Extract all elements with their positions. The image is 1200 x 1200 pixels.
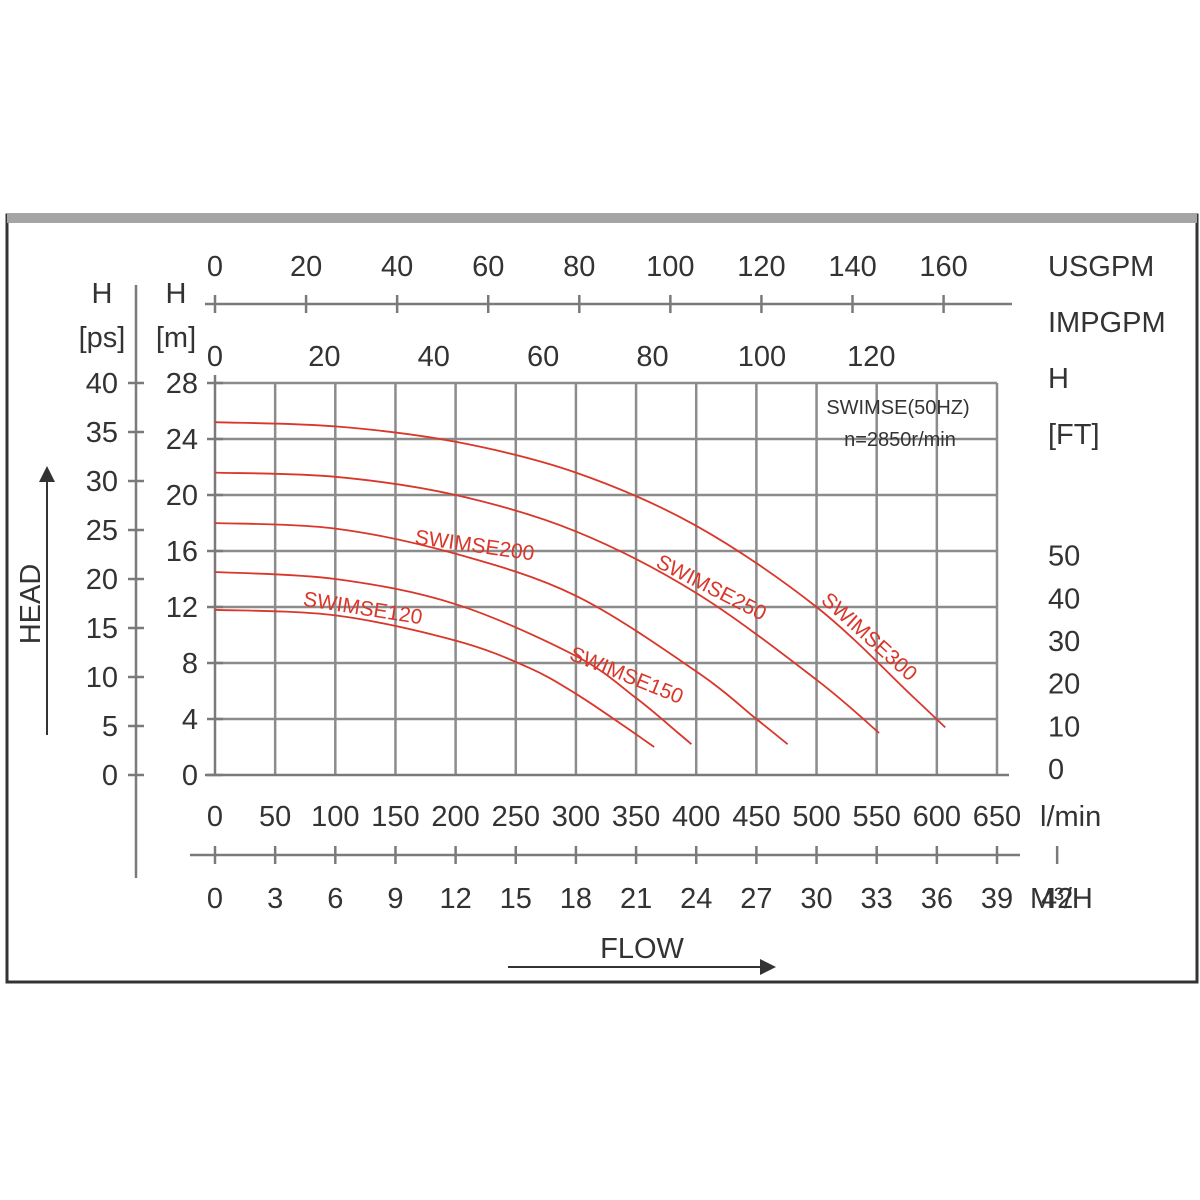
tick-label-impgpm: 20 — [308, 341, 340, 373]
tick-label-lmin: 600 — [913, 801, 961, 833]
tick-label-h-m: 20 — [166, 480, 198, 512]
tick-label-lmin: 250 — [492, 801, 540, 833]
h-ps-unit-line1: H — [92, 278, 113, 310]
h-m-unit-line2: [m] — [156, 322, 196, 354]
tick-label-usgpm: 0 — [207, 251, 223, 283]
tick-label-m3h: 39 — [981, 883, 1013, 915]
tick-label-usgpm: 160 — [919, 251, 967, 283]
tick-label-h-m: 8 — [182, 648, 198, 680]
curve-label-swimse300: SWIMSE300 — [817, 588, 922, 686]
tick-label-impgpm: 120 — [847, 341, 895, 373]
tick-label-impgpm: 0 — [207, 341, 223, 373]
tick-label-lmin: 450 — [732, 801, 780, 833]
tick-label-usgpm: 20 — [290, 251, 322, 283]
tick-label-h-m: 24 — [166, 424, 198, 456]
curve-swimse300 — [214, 421, 946, 729]
tick-label-usgpm: 40 — [381, 251, 413, 283]
tick-label-h-ft: 40 — [1048, 583, 1080, 615]
tick-label-m3h: 36 — [921, 883, 953, 915]
curve-swimse250 — [214, 471, 880, 734]
tick-label-lmin: 200 — [431, 801, 479, 833]
head-axis-title: HEAD — [15, 564, 47, 645]
tick-label-m3h: 0 — [207, 883, 223, 915]
tick-label-h-m: 28 — [166, 368, 198, 400]
curve-swimse200 — [214, 522, 789, 745]
tick-label-usgpm: 140 — [828, 251, 876, 283]
tick-label-lmin: 500 — [792, 801, 840, 833]
tick-label-impgpm: 100 — [738, 341, 786, 373]
h-ft-unit-line1: H — [1048, 363, 1069, 395]
tick-label-m3h: 6 — [327, 883, 343, 915]
flow-axis-title: FLOW — [600, 933, 684, 965]
tick-label-m3h: 33 — [861, 883, 893, 915]
tick-label-lmin: 50 — [259, 801, 291, 833]
tick-label-h-ft: 20 — [1048, 669, 1080, 701]
h-ps-unit-line2: [ps] — [79, 322, 126, 354]
tick-label-impgpm: 80 — [636, 341, 668, 373]
tick-label-h-m: 0 — [182, 760, 198, 792]
curve-swimse120 — [214, 608, 655, 748]
tick-label-h-ps: 0 — [102, 760, 118, 792]
tick-label-lmin: 0 — [207, 801, 223, 833]
tick-label-h-ft: 0 — [1048, 754, 1064, 786]
tick-label-m3h: 3 — [267, 883, 283, 915]
curve-label-swimse120: SWIMSE120 — [302, 588, 424, 630]
tick-label-usgpm: 100 — [646, 251, 694, 283]
tick-label-m3h: 27 — [740, 883, 772, 915]
tick-label-m3h: 21 — [620, 883, 652, 915]
tick-label-h-ps: 20 — [86, 564, 118, 596]
tick-label-lmin: 550 — [852, 801, 900, 833]
tick-label-h-ps: 10 — [86, 662, 118, 694]
tick-label-h-m: 12 — [166, 592, 198, 624]
tick-label-lmin: 350 — [612, 801, 660, 833]
tick-label-lmin: 150 — [371, 801, 419, 833]
model-note-line2: n=2850r/min — [844, 429, 956, 451]
tick-label-usgpm: 120 — [737, 251, 785, 283]
tick-label-lmin: 650 — [973, 801, 1021, 833]
model-note-line1: SWIMSE(50HZ) — [826, 397, 969, 419]
usgpm-unit-label: USGPM — [1048, 251, 1154, 283]
tick-label-m3h: 9 — [387, 883, 403, 915]
m3h-unit-label: M³/H — [1030, 883, 1093, 915]
tick-label-usgpm: 80 — [563, 251, 595, 283]
tick-label-h-ps: 30 — [86, 466, 118, 498]
tick-label-h-m: 16 — [166, 536, 198, 568]
curve-swimse150 — [214, 571, 692, 745]
tick-label-lmin: 100 — [311, 801, 359, 833]
tick-label-m3h: 18 — [560, 883, 592, 915]
tick-label-m3h: 12 — [439, 883, 471, 915]
tick-label-m3h: 42 — [1041, 883, 1073, 915]
tick-label-usgpm: 60 — [472, 251, 504, 283]
impgpm-unit-label: IMPGPM — [1048, 307, 1166, 339]
tick-label-m3h: 24 — [680, 883, 712, 915]
tick-label-h-ft: 50 — [1048, 541, 1080, 573]
tick-label-impgpm: 40 — [418, 341, 450, 373]
grid — [215, 381, 999, 775]
tick-label-h-m: 4 — [182, 704, 198, 736]
performance-curves — [214, 421, 946, 748]
tick-label-m3h: 30 — [800, 883, 832, 915]
tick-label-lmin: 400 — [672, 801, 720, 833]
h-ft-unit-line2: [FT] — [1048, 419, 1100, 451]
axes: 0 50 100 150 200 250 300 350 400 450 500 550 600 6500… — [86, 251, 1081, 915]
tick-label-h-ps: 40 — [86, 368, 118, 400]
curve-label-swimse250: SWIMSE250 — [652, 550, 770, 625]
tick-label-m3h: 15 — [500, 883, 532, 915]
head-arrow-icon — [39, 466, 55, 482]
tick-label-impgpm: 60 — [527, 341, 559, 373]
tick-label-h-ps: 35 — [86, 417, 118, 449]
tick-label-h-ps: 5 — [102, 711, 118, 743]
lmin-unit-label: l/min — [1040, 801, 1101, 833]
chart-top-bar — [7, 213, 1197, 223]
flow-arrow-icon — [760, 959, 776, 975]
h-m-unit-line1: H — [166, 278, 187, 310]
tick-label-h-ps: 25 — [86, 515, 118, 547]
tick-label-h-ft: 10 — [1048, 711, 1080, 743]
tick-label-lmin: 300 — [552, 801, 600, 833]
tick-label-h-ft: 30 — [1048, 626, 1080, 658]
tick-label-h-ps: 15 — [86, 613, 118, 645]
